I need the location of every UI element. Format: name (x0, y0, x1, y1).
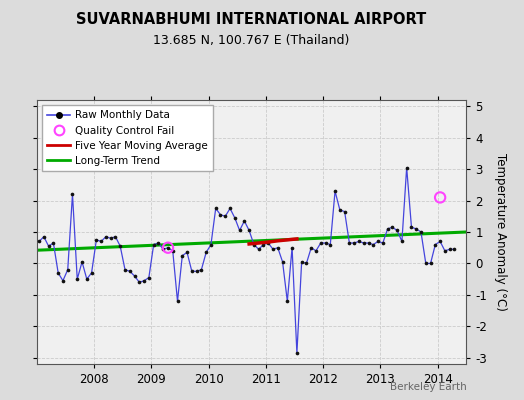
Point (431, 241, 440, 248)
Point (427, 260, 435, 267)
Point (188, 268, 196, 274)
Point (450, 246, 458, 252)
Point (422, 260, 430, 267)
Point (235, 227, 244, 234)
Point (183, 249, 191, 256)
Point (154, 240, 162, 246)
Point (326, 241, 334, 248)
Point (307, 244, 315, 251)
Point (316, 240, 325, 246)
Point (264, 240, 272, 246)
Point (126, 268, 134, 274)
Point (402, 164, 411, 171)
Point (379, 240, 387, 246)
Point (49, 240, 58, 246)
Point (312, 248, 320, 254)
Point (111, 234, 119, 240)
Point (393, 227, 401, 234)
Point (388, 224, 397, 230)
Point (321, 240, 330, 246)
Point (441, 248, 449, 254)
Point (173, 298, 182, 304)
Point (178, 252, 187, 259)
Point (159, 246, 167, 252)
Point (116, 243, 124, 249)
Point (135, 279, 144, 286)
Point (384, 226, 392, 232)
Point (149, 241, 158, 248)
Point (169, 248, 177, 254)
Point (45, 243, 53, 249)
Point (130, 273, 139, 279)
Point (106, 235, 115, 242)
Point (240, 218, 248, 224)
Point (145, 274, 153, 281)
Point (293, 350, 301, 356)
Point (298, 259, 306, 265)
Point (78, 259, 86, 265)
Point (412, 226, 420, 232)
Point (445, 246, 454, 252)
Point (207, 241, 215, 248)
Point (407, 224, 416, 230)
Point (73, 276, 81, 282)
Point (374, 238, 382, 245)
Point (255, 246, 263, 252)
Point (92, 237, 101, 243)
Point (88, 270, 96, 276)
Point (341, 208, 349, 215)
Point (68, 191, 77, 198)
Point (54, 270, 62, 276)
Point (436, 194, 444, 201)
Point (250, 241, 258, 248)
Point (274, 244, 282, 251)
Point (202, 249, 210, 256)
Point (336, 207, 344, 213)
Point (364, 240, 373, 246)
Point (192, 268, 201, 274)
Point (245, 227, 253, 234)
Point (331, 188, 339, 194)
Point (102, 234, 110, 240)
Point (212, 205, 220, 212)
Point (288, 244, 296, 251)
Point (417, 229, 425, 235)
Point (35, 238, 43, 245)
Point (398, 238, 406, 245)
Text: SUVARNABHUMI INTERNATIONAL AIRPORT: SUVARNABHUMI INTERNATIONAL AIRPORT (77, 12, 427, 27)
Point (259, 241, 268, 248)
Point (350, 240, 358, 246)
Point (359, 240, 368, 246)
Point (164, 244, 172, 251)
Point (269, 246, 277, 252)
Point (140, 278, 148, 284)
Point (83, 276, 91, 282)
Point (40, 234, 48, 240)
Point (278, 259, 287, 265)
Point (231, 215, 239, 221)
Text: Berkeley Earth: Berkeley Earth (390, 382, 466, 392)
Point (164, 244, 172, 251)
Point (97, 238, 105, 245)
Point (283, 298, 291, 304)
Text: 13.685 N, 100.767 E (Thailand): 13.685 N, 100.767 E (Thailand) (154, 34, 350, 47)
Point (355, 238, 363, 245)
Point (63, 266, 72, 273)
Point (226, 205, 234, 212)
Point (302, 260, 311, 267)
Legend: Raw Monthly Data, Quality Control Fail, Five Year Moving Average, Long-Term Tren: Raw Monthly Data, Quality Control Fail, … (42, 105, 213, 171)
Point (345, 240, 354, 246)
Point (369, 241, 377, 248)
Point (436, 238, 444, 245)
Point (216, 212, 225, 218)
Point (221, 213, 230, 220)
Y-axis label: Temperature Anomaly (°C): Temperature Anomaly (°C) (494, 153, 507, 311)
Point (59, 278, 67, 284)
Point (197, 266, 205, 273)
Point (121, 266, 129, 273)
